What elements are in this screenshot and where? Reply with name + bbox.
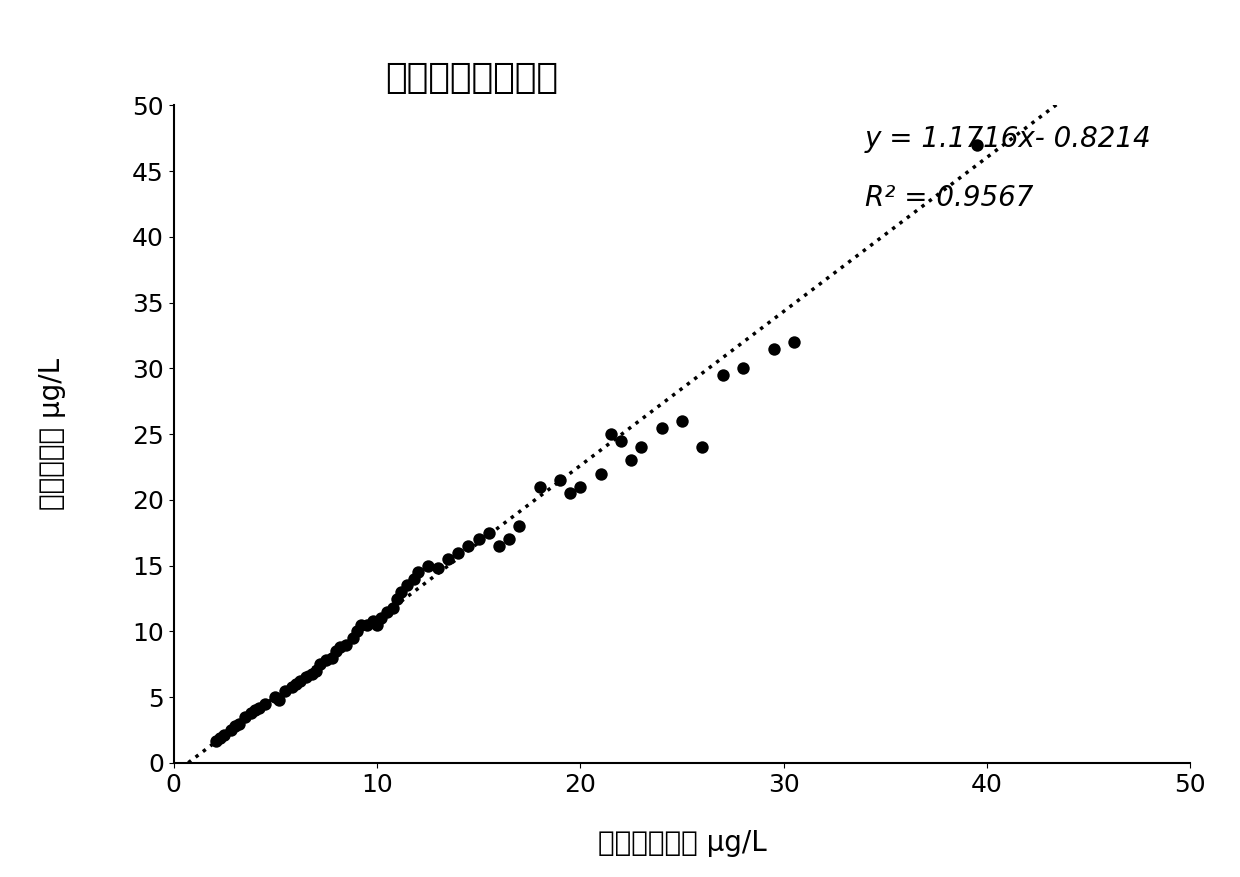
Point bbox=[357, 617, 377, 631]
Point bbox=[206, 733, 226, 747]
Point bbox=[387, 591, 407, 605]
Point bbox=[336, 638, 356, 652]
Point bbox=[652, 420, 672, 434]
Point bbox=[428, 561, 448, 575]
Point bbox=[469, 532, 489, 546]
Point bbox=[330, 640, 350, 654]
Point bbox=[529, 480, 549, 494]
Point bbox=[489, 538, 508, 553]
Point bbox=[631, 440, 651, 454]
Text: 市售酶免试剂 μg/L: 市售酶免试剂 μg/L bbox=[598, 829, 766, 857]
Point bbox=[211, 731, 231, 745]
Point bbox=[404, 572, 424, 586]
Point bbox=[234, 710, 254, 724]
Point bbox=[275, 684, 295, 698]
Point bbox=[241, 706, 260, 720]
Point bbox=[438, 553, 458, 567]
Point bbox=[392, 585, 412, 599]
Point bbox=[418, 559, 438, 573]
Point bbox=[215, 728, 234, 742]
Point bbox=[560, 486, 580, 500]
Point bbox=[281, 680, 301, 694]
Point bbox=[285, 677, 305, 691]
Point bbox=[310, 658, 330, 672]
Point bbox=[377, 605, 397, 619]
Point bbox=[371, 611, 391, 625]
Point bbox=[347, 624, 367, 638]
Text: 本发明试剂 μg/L: 本发明试剂 μg/L bbox=[37, 358, 66, 510]
Point bbox=[479, 525, 498, 539]
Point bbox=[316, 653, 336, 667]
Point bbox=[290, 674, 310, 688]
Point bbox=[351, 617, 371, 631]
Point bbox=[784, 335, 804, 349]
Point bbox=[363, 614, 383, 628]
Point bbox=[224, 719, 244, 733]
Point bbox=[269, 693, 289, 707]
Point bbox=[228, 717, 248, 731]
Point bbox=[713, 368, 733, 382]
Text: R² = 0.9567: R² = 0.9567 bbox=[866, 184, 1033, 212]
Point bbox=[601, 427, 621, 441]
Point bbox=[510, 519, 529, 533]
Point bbox=[611, 434, 631, 447]
Point bbox=[621, 453, 641, 467]
Point bbox=[764, 341, 784, 356]
Point bbox=[500, 532, 520, 546]
Point bbox=[570, 480, 590, 494]
Point bbox=[296, 670, 316, 684]
Text: 检测临床样本比对: 检测临床样本比对 bbox=[384, 61, 558, 96]
Point bbox=[449, 545, 469, 560]
Text: y = 1.1716x- 0.8214: y = 1.1716x- 0.8214 bbox=[866, 125, 1152, 153]
Point bbox=[551, 473, 570, 487]
Point bbox=[246, 703, 265, 717]
Point bbox=[306, 664, 326, 678]
Point bbox=[692, 440, 712, 454]
Point bbox=[367, 617, 387, 631]
Point bbox=[733, 361, 753, 375]
Point bbox=[408, 566, 428, 580]
Point bbox=[398, 579, 418, 593]
Point bbox=[326, 644, 346, 658]
Point bbox=[265, 690, 285, 704]
Point bbox=[255, 696, 275, 710]
Point bbox=[322, 651, 342, 665]
Point bbox=[672, 414, 692, 428]
Point bbox=[221, 723, 241, 737]
Point bbox=[459, 538, 479, 553]
Point bbox=[383, 601, 403, 615]
Point bbox=[342, 631, 362, 645]
Point bbox=[590, 467, 610, 481]
Point bbox=[249, 701, 269, 715]
Point bbox=[303, 667, 322, 681]
Point bbox=[967, 138, 987, 152]
